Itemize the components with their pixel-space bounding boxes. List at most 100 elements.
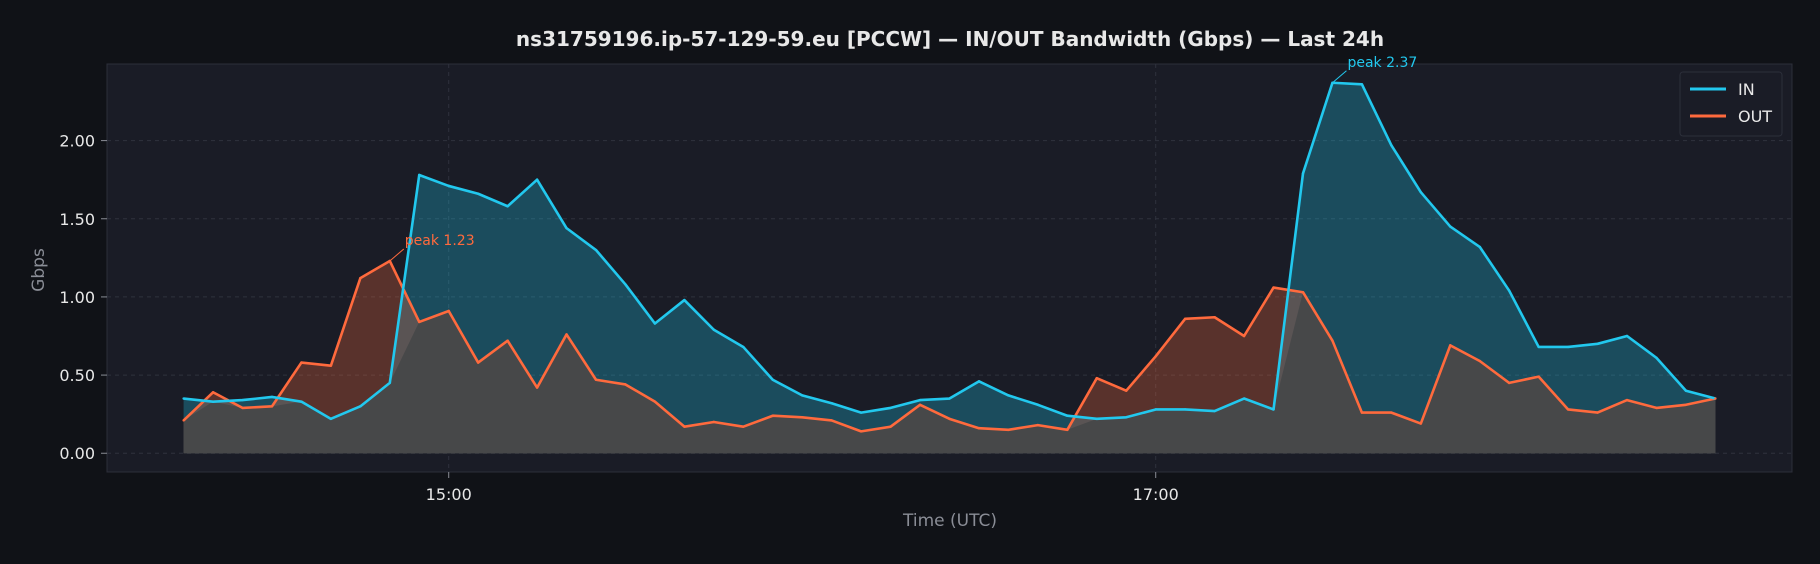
out-data-point <box>889 425 892 428</box>
in-data-point <box>1007 394 1010 397</box>
x-tick-label: 17:00 <box>1133 485 1179 504</box>
area-fills <box>183 82 1716 454</box>
out-data-point <box>1301 291 1305 294</box>
in-data-point <box>1566 345 1570 349</box>
in-data-point <box>742 345 745 349</box>
out-data-point <box>476 361 480 364</box>
out-data-point <box>1125 389 1128 392</box>
in-data-point <box>801 394 804 397</box>
peak-annotation-leader <box>1332 70 1347 84</box>
in-data-point <box>889 406 892 410</box>
in-data-point <box>388 381 391 385</box>
y-tick-label: 2.00 <box>59 132 95 151</box>
out-data-point <box>506 339 509 342</box>
in-data-point <box>1036 403 1040 406</box>
in-data-point <box>418 173 421 177</box>
in-data-point <box>653 322 657 325</box>
in-data-point <box>535 178 539 181</box>
in-data-point <box>300 400 303 403</box>
out-data-point <box>1154 355 1157 358</box>
out-data-point <box>329 364 333 367</box>
out-data-point <box>182 419 185 422</box>
out-data-point <box>1596 411 1599 414</box>
out-data-point <box>1566 408 1570 411</box>
in-data-point <box>506 205 509 208</box>
out-data-point <box>418 320 421 324</box>
out-data-point <box>594 378 598 381</box>
out-data-point <box>1537 375 1540 378</box>
out-data-point <box>1095 377 1098 380</box>
in-data-point <box>1537 345 1540 349</box>
out-data-point <box>1449 344 1452 347</box>
peak-annotation-label: peak 1.23 <box>405 233 475 249</box>
out-data-point <box>1360 411 1364 414</box>
out-data-point <box>1684 403 1688 406</box>
out-data-point <box>977 427 981 430</box>
in-data-point <box>1301 172 1305 175</box>
in-data-point <box>1655 356 1658 360</box>
in-data-point <box>948 397 951 400</box>
out-data-point <box>1007 428 1010 431</box>
in-data-point <box>270 395 274 399</box>
out-data-point <box>624 383 627 386</box>
out-data-point <box>1478 359 1481 363</box>
in-data-point <box>624 283 627 286</box>
in-data-point <box>859 411 863 414</box>
in-data-point <box>771 378 774 381</box>
in-data-point <box>1242 397 1246 400</box>
x-tick-label: 15:00 <box>426 485 472 504</box>
out-data-point <box>447 309 450 313</box>
out-data-point <box>771 414 774 417</box>
out-data-point <box>300 361 303 364</box>
out-data-point <box>1272 286 1275 289</box>
in-data-point <box>1419 190 1423 194</box>
out-data-point <box>1655 406 1658 410</box>
in-data-point <box>1449 225 1452 228</box>
out-data-point <box>1183 317 1187 321</box>
out-data-point <box>830 419 833 422</box>
out-data-point <box>1714 397 1717 400</box>
x-axis-ticks: 15:00 17:00 <box>426 472 1179 504</box>
y-tick-label: 0.00 <box>59 444 95 463</box>
out-data-point <box>211 391 215 394</box>
out-data-point <box>859 430 863 433</box>
out-data-point <box>653 400 657 403</box>
in-data-point <box>830 402 833 405</box>
y-tick-label: 1.50 <box>59 210 95 229</box>
out-data-point <box>1066 428 1069 431</box>
out-data-point <box>1242 334 1246 338</box>
in-data-point <box>182 397 185 400</box>
in-data-point <box>918 398 922 402</box>
out-data-point <box>712 420 716 424</box>
peak-annotation-label: peak 2.37 <box>1347 55 1417 71</box>
y-axis-label: Gbps <box>29 248 49 292</box>
peak-annotation-leader <box>389 248 405 262</box>
out-data-point <box>1508 381 1511 385</box>
out-data-point <box>742 425 745 428</box>
legend-out-label: OUT <box>1738 107 1772 126</box>
in-data-point <box>565 226 568 230</box>
out-data-point <box>683 425 686 428</box>
out-data-point <box>1213 316 1216 319</box>
in-data-point <box>476 192 480 195</box>
out-data-point <box>1331 339 1334 342</box>
out-data-point <box>241 406 244 410</box>
annotations: peak 1.23 peak 2.37 <box>389 55 1417 262</box>
out-data-point <box>1419 422 1423 425</box>
y-axis-ticks: 0.00 0.50 1.00 1.50 2.00 <box>59 132 107 463</box>
in-data-point <box>683 298 686 302</box>
out-data-point <box>1625 398 1629 402</box>
out-data-point <box>918 403 922 406</box>
in-data-point <box>1478 245 1481 249</box>
in-data-point <box>1125 416 1128 419</box>
legend-box <box>1679 71 1783 137</box>
out-data-point <box>565 333 568 336</box>
in-data-point <box>594 248 598 252</box>
in-data-point <box>712 328 716 331</box>
in-data-point <box>1508 289 1511 292</box>
legend-in-label: IN <box>1738 80 1755 99</box>
out-data-point <box>1036 423 1040 427</box>
in-data-point <box>1095 417 1098 421</box>
